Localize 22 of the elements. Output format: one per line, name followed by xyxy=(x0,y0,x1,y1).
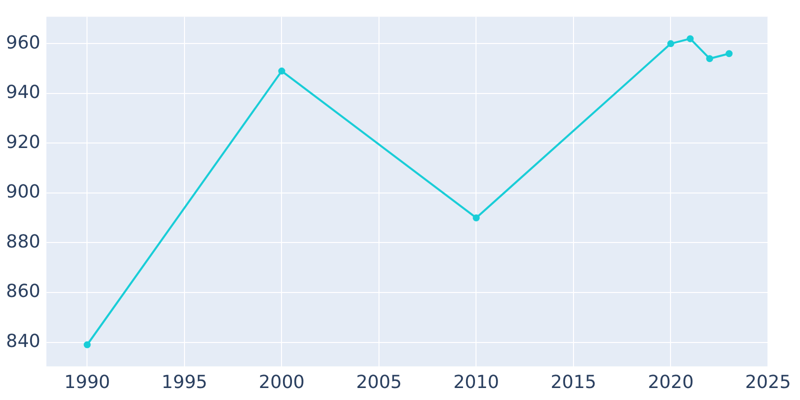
point xyxy=(686,35,694,42)
y-tick-label: 960 xyxy=(6,32,40,54)
y-tick-label: 920 xyxy=(6,132,40,153)
point xyxy=(472,214,480,222)
x-tick-label: 2025 xyxy=(745,372,791,393)
x-tick-label: 2010 xyxy=(453,372,500,393)
x-tick-label: 1990 xyxy=(64,372,110,393)
x-tick-label: 2005 xyxy=(356,372,402,393)
y-tick-label: 940 xyxy=(6,82,40,104)
y-tick-label: 860 xyxy=(6,281,40,302)
x-tick-label: 2000 xyxy=(258,372,305,393)
x-tick-label: 2015 xyxy=(550,372,596,393)
point xyxy=(278,68,286,75)
y-tick-label: 880 xyxy=(6,231,40,252)
y-tick-label: 840 xyxy=(6,330,40,352)
x-tick-label: 1995 xyxy=(162,372,208,393)
point xyxy=(667,40,674,48)
point xyxy=(84,341,91,348)
point xyxy=(706,55,714,62)
x-tick-label: 2020 xyxy=(648,372,694,393)
y-tick-label: 900 xyxy=(6,182,40,203)
point xyxy=(726,50,733,58)
